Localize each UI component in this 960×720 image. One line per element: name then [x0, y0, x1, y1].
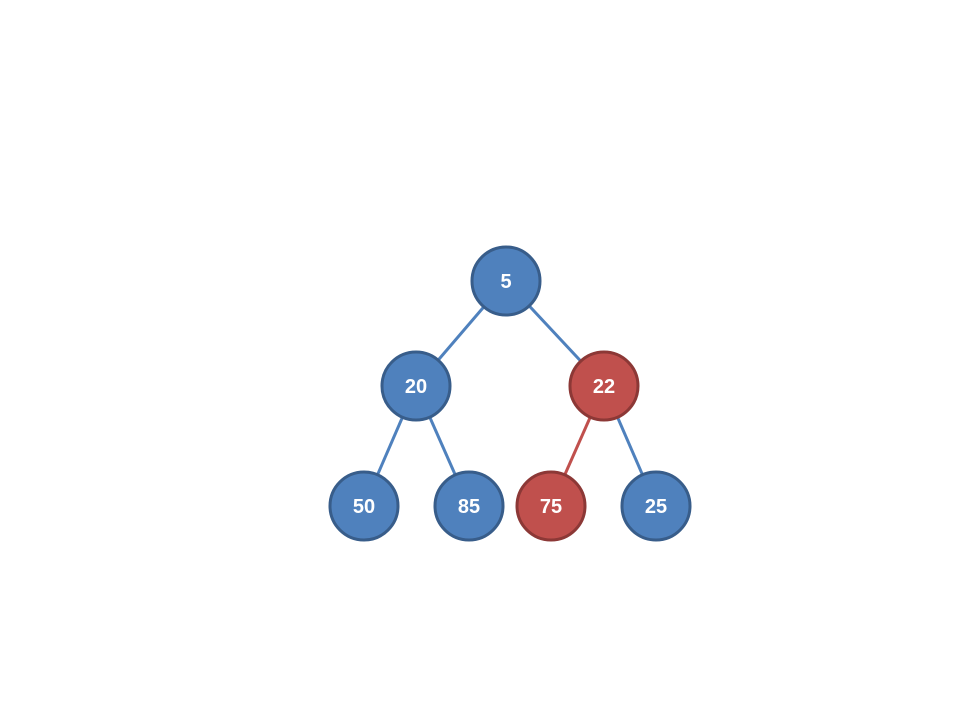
tree-node-circle: [620, 470, 692, 542]
tree-node-75: 75: [515, 470, 587, 542]
tree-node-20: 20: [380, 350, 452, 422]
tree-node-label: 75: [540, 496, 562, 518]
tree-node-label: 50: [353, 496, 375, 518]
tree-node-label: 25: [645, 496, 667, 518]
tree-node-25: 25: [620, 470, 692, 542]
tree-node-circle: [328, 470, 400, 542]
tree-node-circle: [515, 470, 587, 542]
tree-node-50: 50: [328, 470, 400, 542]
tree-node-circle: [568, 350, 640, 422]
tree-node-22: 22: [568, 350, 640, 422]
tree-node-label: 85: [458, 496, 480, 518]
tree-node-label: 5: [500, 271, 511, 293]
tree-node-label: 20: [405, 376, 427, 398]
nodes-layer: 5 20 22 50 85 75 25: [328, 245, 692, 542]
tree-node-circle: [433, 470, 505, 542]
tree-node-label: 22: [593, 376, 615, 398]
tree-node-85: 85: [433, 470, 505, 542]
tree-node-circle: [380, 350, 452, 422]
tree-node-5: 5: [470, 245, 542, 317]
tree-node-circle: [470, 245, 542, 317]
